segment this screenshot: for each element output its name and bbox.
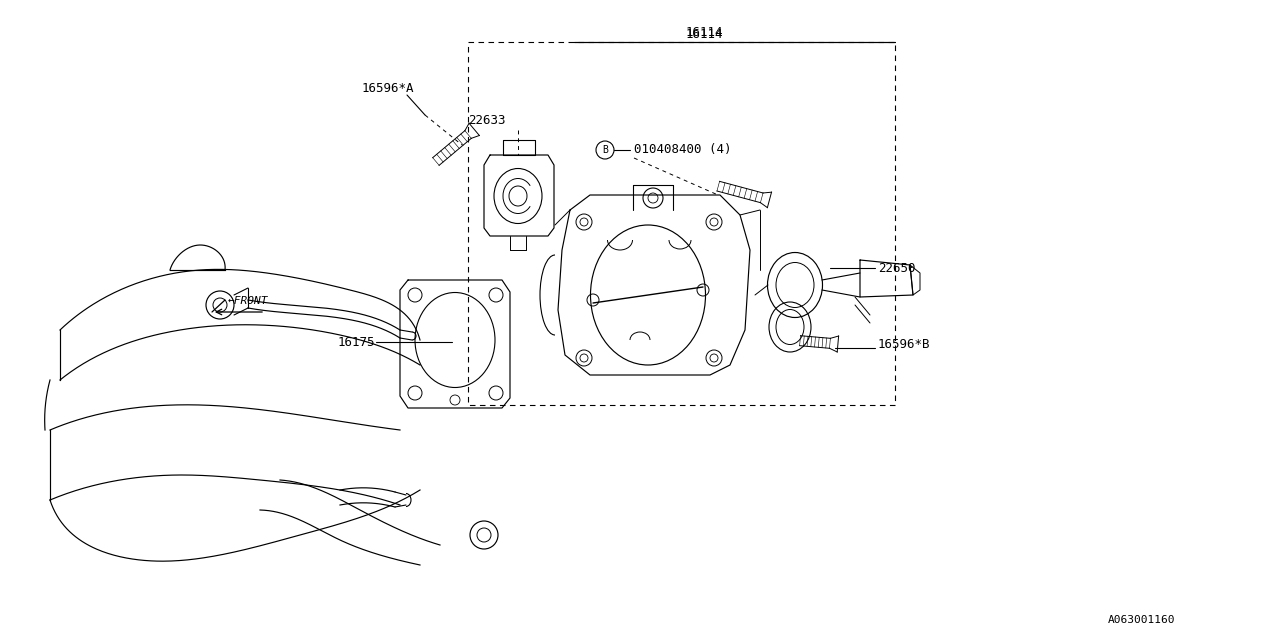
Text: 22650: 22650 (878, 262, 915, 275)
Bar (468, 42, 895, 405)
Text: 22633: 22633 (468, 113, 506, 127)
Text: 010408400 (4): 010408400 (4) (634, 143, 731, 157)
Text: 16114: 16114 (686, 26, 723, 38)
Text: B: B (602, 145, 608, 155)
Text: 16175: 16175 (338, 335, 375, 349)
Text: 16596*B: 16596*B (878, 337, 931, 351)
Text: ←FRONT: ←FRONT (228, 296, 269, 306)
Text: 16114: 16114 (686, 28, 723, 40)
Text: A063001160: A063001160 (1108, 615, 1175, 625)
Text: 16596*A: 16596*A (362, 81, 415, 95)
